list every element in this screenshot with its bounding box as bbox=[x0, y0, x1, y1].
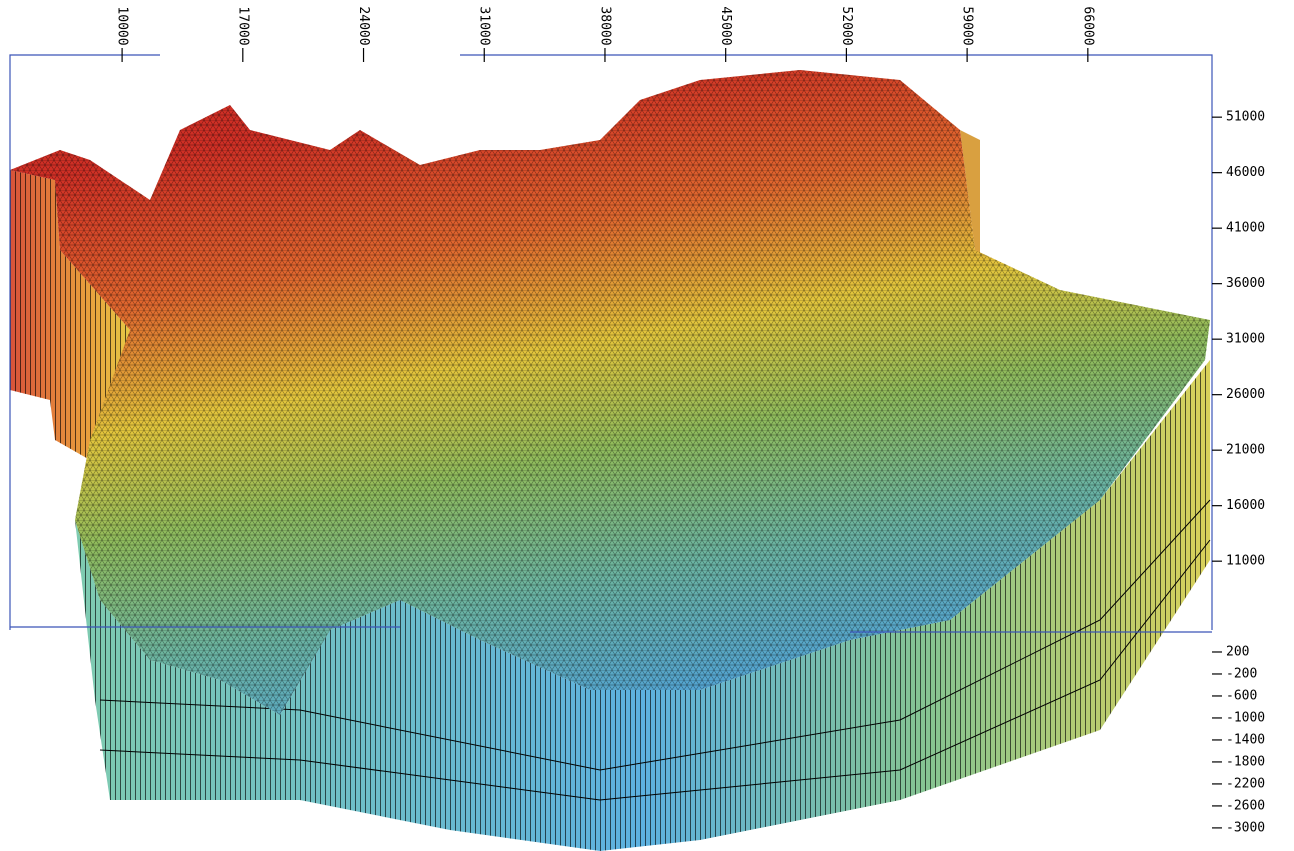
y-tick-label: 11000 bbox=[1226, 554, 1265, 569]
y-tick-label: 36000 bbox=[1226, 276, 1265, 291]
y-tick-label: 21000 bbox=[1226, 443, 1265, 458]
y-tick-label: 51000 bbox=[1226, 110, 1265, 125]
x-tick-label: 10000 bbox=[115, 6, 130, 45]
x-tick-label: 24000 bbox=[356, 6, 371, 45]
z-tick-label: -2200 bbox=[1226, 776, 1265, 791]
z-tick-label: -600 bbox=[1226, 688, 1257, 703]
x-tick-label: 31000 bbox=[477, 6, 492, 45]
page: {"chart_data": {"type": "surface3d", "xl… bbox=[0, 0, 1294, 851]
z-tick-label: -200 bbox=[1226, 666, 1257, 681]
x-tick-label: 52000 bbox=[839, 6, 854, 45]
y-tick-label: 16000 bbox=[1226, 498, 1265, 513]
z-tick-label: -1000 bbox=[1226, 710, 1265, 725]
terrain bbox=[10, 70, 1210, 851]
z-tick-label: -2600 bbox=[1226, 798, 1265, 813]
x-tick-label: 66000 bbox=[1080, 6, 1095, 45]
z-tick-label: -1400 bbox=[1226, 732, 1265, 747]
y-tick-label: 31000 bbox=[1226, 332, 1265, 347]
z-tick-label: 200 bbox=[1226, 644, 1249, 659]
x-tick-label: 38000 bbox=[597, 6, 612, 45]
chart: 10000 17000 24000 31000 38000 45000 52000 59000… bbox=[0, 0, 1294, 851]
x-tick-label: 59000 bbox=[960, 6, 975, 45]
x-tick-label: 45000 bbox=[718, 6, 733, 45]
x-tick-label: 17000 bbox=[235, 6, 250, 45]
z-tick-label: -1800 bbox=[1226, 754, 1265, 769]
y-tick-label: 41000 bbox=[1226, 221, 1265, 236]
z-tick-label: -3000 bbox=[1226, 820, 1265, 835]
y-tick-label: 26000 bbox=[1226, 387, 1265, 402]
y-tick-label: 46000 bbox=[1226, 165, 1265, 180]
